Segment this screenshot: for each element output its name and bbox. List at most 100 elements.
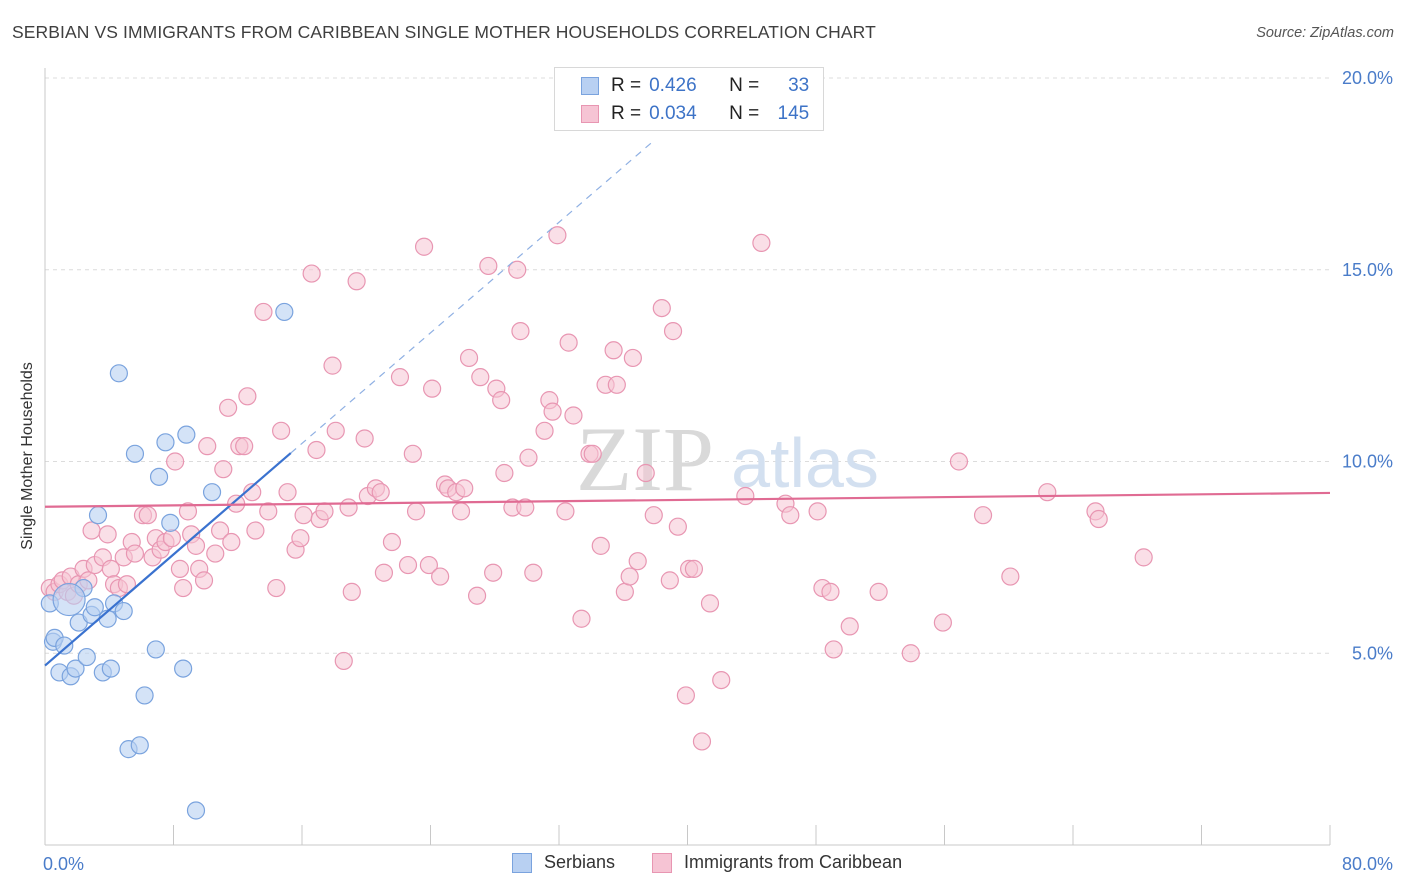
caribbean-point: [138, 506, 157, 525]
caribbean-point: [382, 532, 402, 552]
caribbean-point: [235, 437, 254, 456]
x-tick-labels: 0.0% 80.0%: [43, 854, 1393, 874]
axes: [44, 68, 1331, 846]
caribbean-point: [620, 567, 639, 586]
serbians-legend-label: Serbians: [544, 852, 616, 872]
caribbean-point: [484, 563, 503, 582]
caribbean-point: [492, 391, 511, 410]
caribbean-point: [117, 575, 137, 594]
caribbean-point: [781, 506, 800, 525]
caribbean-point: [869, 582, 888, 601]
x-tick-label: 0.0%: [43, 854, 84, 874]
caribbean-point: [194, 571, 214, 590]
serbians-point: [149, 467, 169, 486]
correlation-legend: R = 0.426 N = 33 R = 0.034 N = 145: [554, 67, 824, 131]
caribbean-point: [519, 448, 538, 467]
chart-title: SERBIAN VS IMMIGRANTS FROM CARIBBEAN SIN…: [12, 22, 876, 42]
caribbean-point: [291, 529, 310, 548]
caribbean-point: [178, 502, 198, 521]
caribbean-point: [162, 529, 181, 548]
y-tick-label: 10.0%: [1342, 452, 1393, 472]
serbians-point: [101, 659, 120, 678]
caribbean-point: [259, 502, 278, 521]
caribbean-point: [307, 440, 326, 460]
caribbean-point: [668, 517, 687, 536]
caribbean-point: [1134, 548, 1153, 567]
y-tick-label: 15.0%: [1342, 260, 1393, 280]
caribbean-point: [170, 559, 190, 578]
caribbean-point: [591, 536, 610, 555]
caribbean-point: [1089, 509, 1108, 529]
caribbean-point: [98, 525, 117, 544]
caribbean-point: [326, 421, 345, 440]
serbians-point: [156, 433, 175, 452]
serbians-point: [202, 483, 222, 502]
caribbean-point: [315, 502, 334, 521]
caribbean-point: [516, 498, 535, 517]
legend-n-value: 145: [777, 103, 810, 124]
trend-lines: [44, 138, 1331, 667]
caribbean-point: [559, 333, 578, 352]
caribbean-point: [459, 348, 479, 368]
caribbean-point: [355, 429, 374, 448]
caribbean-point: [524, 563, 543, 582]
caribbean-point: [556, 502, 575, 521]
caribbean-points: [40, 226, 1153, 751]
caribbean-point: [431, 567, 450, 586]
legend-r-label: R =: [611, 103, 642, 124]
watermark: ZIP atlas: [576, 408, 879, 510]
caribbean-point: [278, 483, 297, 502]
caribbean-point: [423, 379, 442, 398]
caribbean-point: [166, 452, 185, 471]
serbians-point: [88, 506, 108, 525]
caribbean-point: [607, 375, 626, 394]
caribbean-point: [206, 544, 225, 563]
caribbean-point: [583, 444, 602, 463]
caribbean-point: [901, 644, 920, 663]
caribbean-point: [808, 502, 827, 521]
bottom-legend-caribbean: Immigrants from Caribbean: [652, 852, 902, 873]
caribbean-point: [824, 640, 843, 659]
caribbean-point: [246, 521, 265, 540]
caribbean-point: [511, 322, 530, 341]
caribbean-point: [712, 670, 731, 690]
serbians-point: [55, 636, 74, 655]
serbians-point: [109, 364, 128, 383]
caribbean-legend-swatch: [652, 852, 672, 873]
caribbean-point: [219, 398, 238, 417]
caribbean-point: [700, 594, 720, 613]
caribbean-point: [406, 502, 426, 521]
caribbean-point: [186, 536, 206, 555]
caribbean-point: [1001, 567, 1020, 586]
serbians-point: [275, 302, 294, 322]
caribbean-point: [214, 460, 233, 479]
y-tick-labels: 5.0% 10.0% 15.0% 20.0%: [1342, 68, 1393, 663]
serbians-point: [135, 686, 154, 705]
caribbean-point: [398, 555, 418, 575]
caribbean-point: [451, 502, 471, 521]
legend-r-value: 0.034: [649, 103, 697, 124]
caribbean-point: [652, 299, 671, 318]
serbians-point: [77, 647, 96, 667]
caribbean-point: [660, 571, 679, 590]
serbians-point: [186, 801, 206, 820]
caribbean-point: [243, 483, 262, 502]
serbians-point: [85, 598, 104, 617]
caribbean-point: [636, 463, 655, 483]
serbians-point: [161, 513, 180, 532]
caribbean-point: [371, 483, 390, 502]
serbians-legend-swatch: [512, 852, 532, 873]
caribbean-point: [414, 237, 434, 256]
caribbean-point: [374, 563, 394, 582]
caribbean-point: [419, 555, 438, 575]
caribbean-point: [471, 368, 490, 387]
caribbean-point: [334, 651, 353, 671]
y-tick-label: 20.0%: [1342, 68, 1393, 88]
caribbean-point: [736, 486, 755, 506]
caribbean-point: [644, 506, 663, 525]
caribbean-point: [840, 617, 859, 636]
caribbean-point: [495, 463, 514, 483]
caribbean-point: [548, 226, 567, 245]
caribbean-point: [294, 506, 313, 525]
serbians-point: [130, 736, 149, 755]
